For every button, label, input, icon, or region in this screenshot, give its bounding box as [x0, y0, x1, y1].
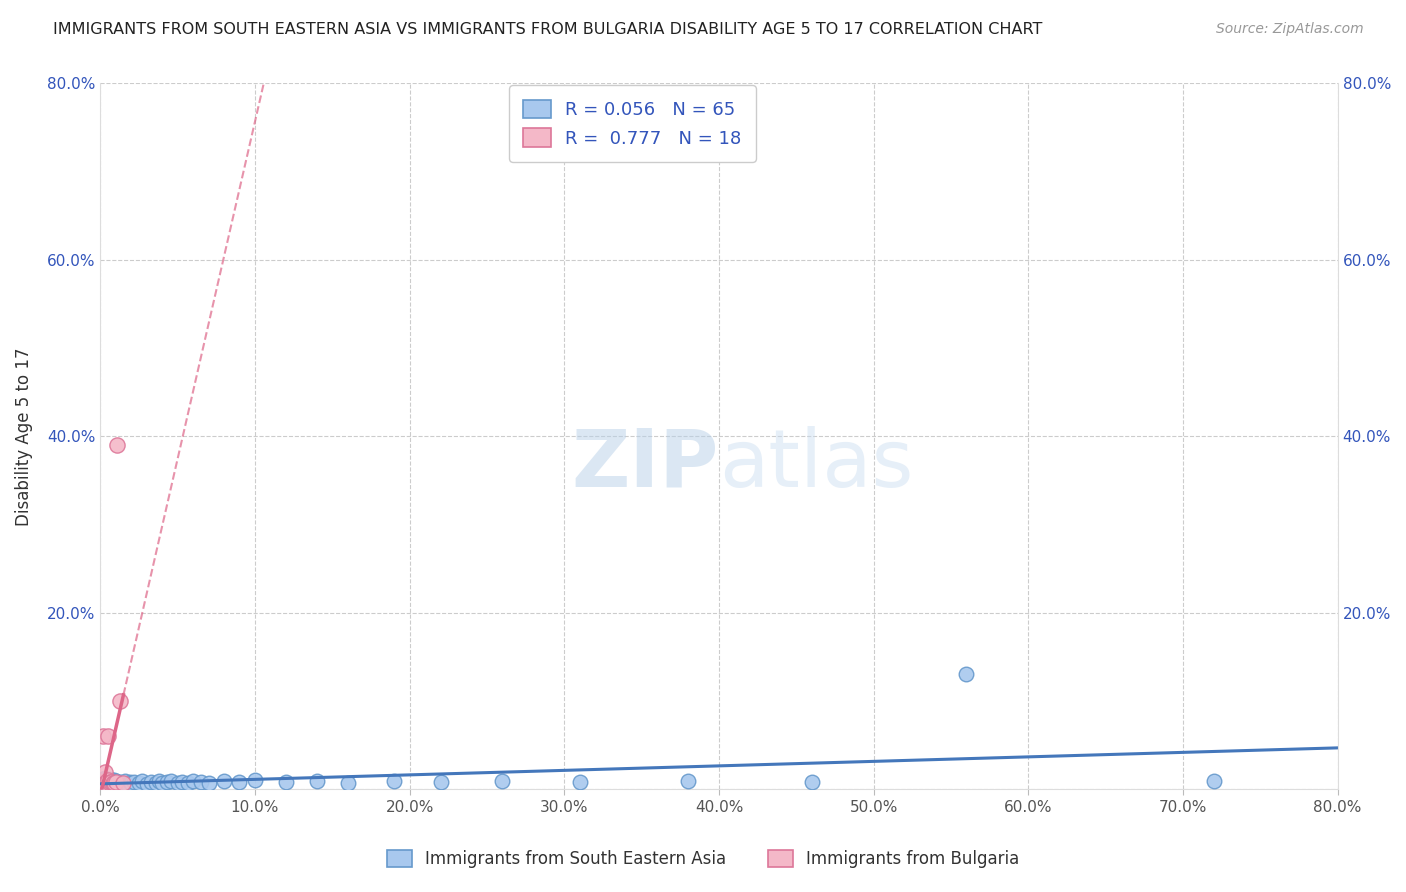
Point [94, 778, 117, 792]
Point [166, 776, 188, 790]
Point [112, 776, 135, 790]
Point [955, 667, 977, 681]
Point [97, 729, 120, 743]
Point [98, 775, 121, 789]
Point [105, 776, 128, 790]
Point [800, 775, 823, 789]
Point [274, 775, 297, 789]
Point [103, 777, 125, 791]
Point [1202, 774, 1225, 789]
Point [97, 776, 120, 790]
Point [93, 772, 115, 786]
Point [96, 772, 118, 787]
Point [120, 776, 142, 790]
Point [177, 776, 200, 790]
Point [101, 774, 124, 789]
Point [104, 775, 127, 789]
Point [115, 777, 138, 791]
Point [93, 779, 115, 793]
Point [98, 775, 121, 789]
Point [98, 772, 121, 786]
Point [100, 778, 122, 792]
Point [336, 776, 359, 790]
Point [90, 775, 112, 789]
Point [131, 774, 153, 789]
Point [98, 776, 121, 790]
Point [96, 779, 118, 793]
Point [90, 773, 112, 788]
Point [243, 773, 266, 788]
Point [568, 775, 591, 789]
Point [104, 778, 127, 792]
Point [96, 776, 118, 790]
Text: ZIP: ZIP [572, 425, 718, 503]
Legend: R = 0.056   N = 65, R =  0.777   N = 18: R = 0.056 N = 65, R = 0.777 N = 18 [509, 86, 755, 162]
Point [172, 775, 194, 789]
Point [141, 775, 163, 789]
Point [101, 776, 124, 790]
Point [97, 773, 120, 788]
Y-axis label: Disability Age 5 to 17: Disability Age 5 to 17 [15, 347, 32, 525]
Point [96, 775, 118, 789]
Point [100, 775, 122, 789]
Point [97, 778, 120, 792]
Point [676, 774, 699, 789]
Point [97, 773, 120, 788]
Point [103, 773, 125, 788]
Legend: Immigrants from South Eastern Asia, Immigrants from Bulgaria: Immigrants from South Eastern Asia, Immi… [380, 843, 1026, 875]
Point [110, 775, 132, 789]
Point [114, 774, 136, 789]
Point [103, 776, 125, 790]
Point [181, 774, 204, 789]
Point [100, 776, 122, 790]
Point [212, 774, 235, 789]
Point [90, 778, 112, 792]
Point [128, 776, 150, 790]
Point [108, 777, 131, 791]
Point [94, 764, 117, 779]
Point [93, 775, 115, 789]
Point [93, 776, 115, 790]
Point [160, 774, 183, 789]
Text: atlas: atlas [718, 425, 914, 503]
Point [491, 774, 513, 789]
Point [148, 774, 170, 789]
Point [90, 775, 112, 789]
Point [93, 729, 115, 743]
Point [197, 776, 219, 790]
Point [104, 774, 127, 789]
Point [150, 776, 173, 790]
Point [156, 775, 179, 789]
Point [145, 776, 167, 790]
Point [228, 775, 250, 789]
Point [124, 775, 146, 789]
Point [118, 775, 141, 789]
Point [94, 771, 117, 785]
Point [429, 775, 451, 789]
Point [305, 774, 328, 789]
Text: Source: ZipAtlas.com: Source: ZipAtlas.com [1216, 22, 1364, 37]
Point [96, 775, 118, 789]
Point [94, 775, 117, 789]
Point [382, 774, 405, 789]
Point [101, 778, 124, 792]
Point [135, 777, 157, 791]
Text: IMMIGRANTS FROM SOUTH EASTERN ASIA VS IMMIGRANTS FROM BULGARIA DISABILITY AGE 5 : IMMIGRANTS FROM SOUTH EASTERN ASIA VS IM… [53, 22, 1043, 37]
Point [94, 774, 117, 789]
Point [112, 776, 135, 790]
Point [98, 779, 121, 793]
Point [190, 775, 212, 789]
Point [105, 438, 128, 452]
Point [100, 773, 122, 788]
Point [110, 694, 132, 708]
